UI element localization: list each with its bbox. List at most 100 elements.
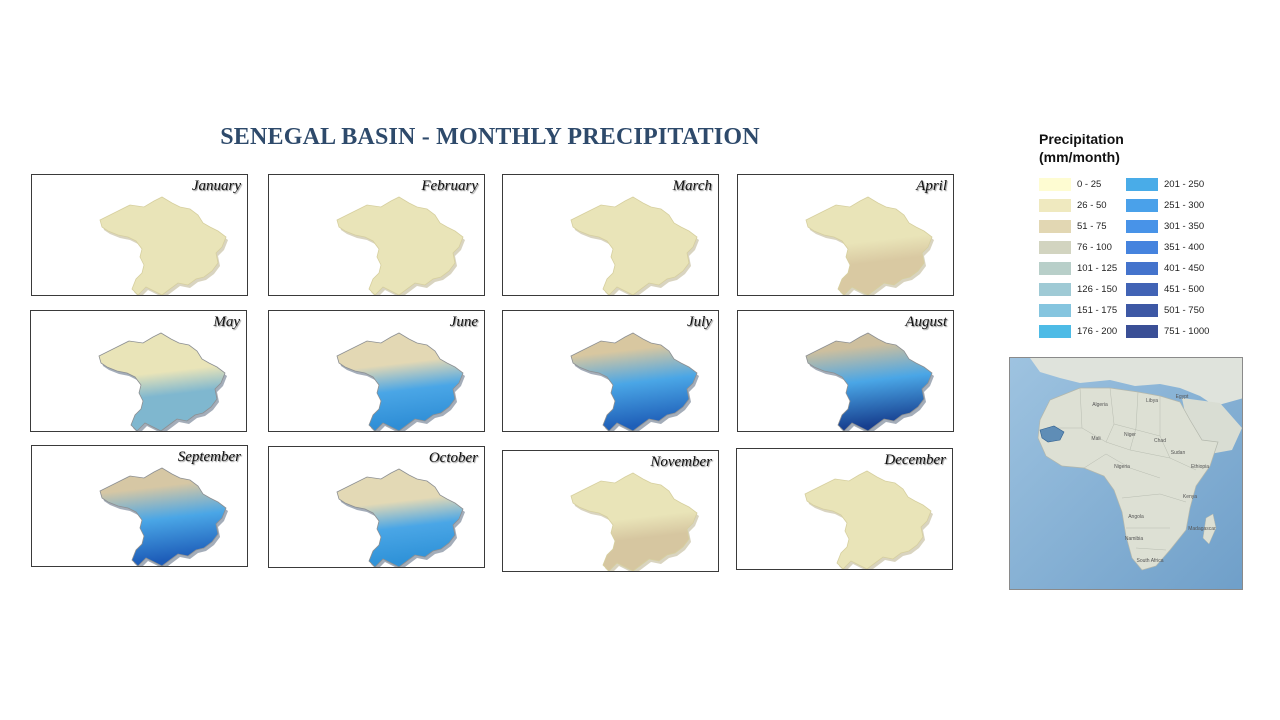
country-label: South Africa [1137,558,1164,564]
panel-august: August [737,310,954,432]
legend-label: 51 - 75 [1077,220,1107,232]
basin-map [805,196,934,295]
legend-swatch [1126,198,1158,212]
basin-map [570,472,699,571]
legend-item: 251 - 300 [1126,197,1204,213]
legend-swatch [1039,261,1071,275]
country-label: Nigeria [1114,464,1130,470]
country-label: Libya [1146,398,1158,404]
country-label: Madagascar [1188,526,1216,532]
country-label: Ethiopia [1191,464,1209,470]
panel-june: June [268,310,485,432]
panel-september: September [31,445,248,567]
basin-shape [98,332,226,431]
panel-march: March [502,174,719,296]
panel-november: November [502,450,719,572]
basin-shape [805,196,933,295]
month-label: October [428,450,478,466]
legend-label: 0 - 25 [1077,178,1102,190]
legend-label: 401 - 450 [1164,262,1205,274]
precipitation-legend: Precipitation (mm/month) 0 - 25 26 - 50 51… [1039,130,1239,346]
basin-map [99,196,228,295]
legend-item: 51 - 75 [1039,218,1107,234]
month-label: November [650,454,712,470]
month-label: July [687,314,712,330]
country-label: Egypt [1176,394,1189,400]
legend-label: 101 - 125 [1077,262,1118,274]
country-label: Angola [1128,514,1144,520]
month-label: December [884,452,946,468]
legend-label: 176 - 200 [1077,325,1118,337]
basin-shape [99,467,227,566]
basin-map [805,332,934,431]
legend-item: 76 - 100 [1039,239,1112,255]
legend-label: 301 - 350 [1164,220,1205,232]
basin-map [336,332,465,431]
month-label: May [213,314,240,330]
basin-shape [336,468,464,567]
legend-label: 451 - 500 [1164,283,1205,295]
legend-units: (mm/month) [1039,149,1120,165]
legend-swatch [1039,324,1071,338]
month-label: September [177,449,241,465]
legend-item: 151 - 175 [1039,302,1117,318]
legend-label: 26 - 50 [1077,199,1107,211]
legend-label: 126 - 150 [1077,283,1118,295]
basin-map [98,332,227,431]
month-label: March [672,178,712,194]
basin-shape [570,472,698,571]
legend-swatch [1039,240,1071,254]
legend-item: 501 - 750 [1126,302,1204,318]
month-label: January [191,178,241,194]
legend-item: 101 - 125 [1039,260,1117,276]
panel-april: April [737,174,954,296]
legend-item: 201 - 250 [1126,176,1204,192]
month-label: August [905,314,947,330]
legend-swatch [1126,324,1158,338]
panel-may: May [30,310,247,432]
legend-item: 26 - 50 [1039,197,1107,213]
legend-swatch [1126,240,1158,254]
basin-map [804,470,933,569]
legend-swatch [1126,303,1158,317]
africa-map: Algeria Libya Egypt Mali Niger Chad Sudan Niger… [1010,358,1242,589]
legend-swatch [1039,177,1071,191]
country-label: Chad [1154,438,1166,444]
africa-locator-map: Algeria Libya Egypt Mali Niger Chad Sudan Niger… [1009,357,1243,590]
legend-item: 176 - 200 [1039,323,1117,339]
country-label: Algeria [1092,402,1108,408]
legend-item: 301 - 350 [1126,218,1204,234]
panel-december: December [736,448,953,570]
legend-swatch [1126,177,1158,191]
month-label: April [916,178,947,194]
legend-label: 251 - 300 [1164,199,1205,211]
basin-shape [570,332,698,431]
basin-shape [336,332,464,431]
basin-shape [99,196,227,295]
country-label: Namibia [1125,536,1144,542]
senegal-basin-highlight [1039,425,1065,443]
basin-map [336,196,465,295]
legend-swatch [1039,282,1071,296]
basin-shape [805,332,933,431]
legend-item: 0 - 25 [1039,176,1101,192]
legend-label: 501 - 750 [1164,304,1205,316]
legend-swatch [1039,219,1071,233]
legend-label: 76 - 100 [1077,241,1112,253]
legend-label: 351 - 400 [1164,241,1205,253]
basin-map [336,468,465,567]
panel-july: July [502,310,719,432]
legend-item: 751 - 1000 [1126,323,1209,339]
legend-item: 401 - 450 [1126,260,1204,276]
legend-label: 151 - 175 [1077,304,1118,316]
page-title: SENEGAL BASIN - MONTHLY PRECIPITATION [220,124,760,150]
basin-map [570,332,699,431]
legend-item: 351 - 400 [1126,239,1204,255]
month-label: February [421,178,478,194]
legend-item: 451 - 500 [1126,281,1204,297]
country-label: Kenya [1183,494,1197,500]
country-label: Sudan [1171,450,1186,456]
legend-label: 751 - 1000 [1164,325,1210,337]
basin-shape [570,196,698,295]
legend-grid: 0 - 25 26 - 50 51 - 75 76 - 100 101 - 125 126… [1039,176,1239,346]
